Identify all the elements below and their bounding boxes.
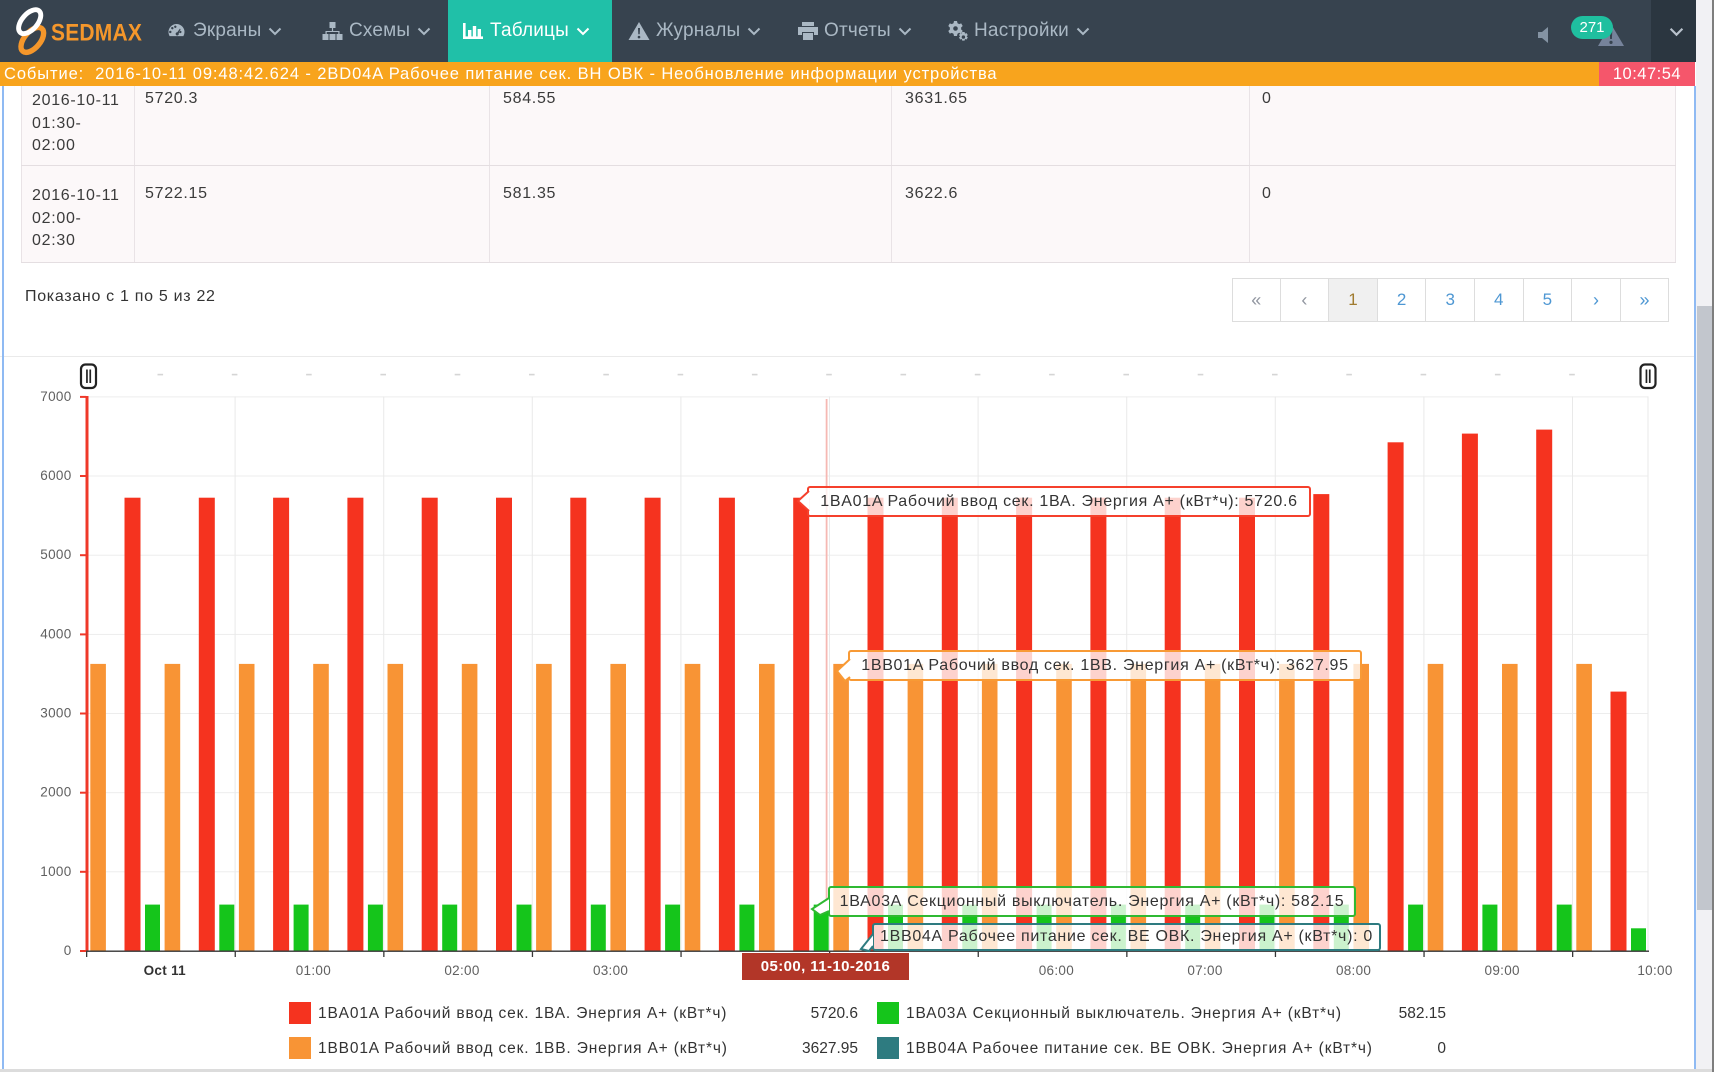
svg-text:5000: 5000 [40,547,71,562]
svg-text:08:00: 08:00 [1336,963,1371,978]
svg-text:01:00: 01:00 [296,963,331,978]
svg-text:Oct 11: Oct 11 [144,963,187,978]
svg-text:6000: 6000 [40,468,71,483]
svg-text:07:00: 07:00 [1187,963,1222,978]
svg-text:1000: 1000 [40,864,71,879]
svg-text:02:00: 02:00 [444,963,479,978]
svg-text:7000: 7000 [40,389,71,404]
svg-text:09:00: 09:00 [1485,963,1520,978]
svg-text:10:00: 10:00 [1637,963,1672,978]
svg-text:2000: 2000 [40,785,71,800]
svg-text:03:00: 03:00 [593,963,628,978]
svg-text:0: 0 [64,943,72,958]
svg-text:06:00: 06:00 [1039,963,1074,978]
svg-text:4000: 4000 [40,626,71,641]
svg-text:3000: 3000 [40,706,71,721]
